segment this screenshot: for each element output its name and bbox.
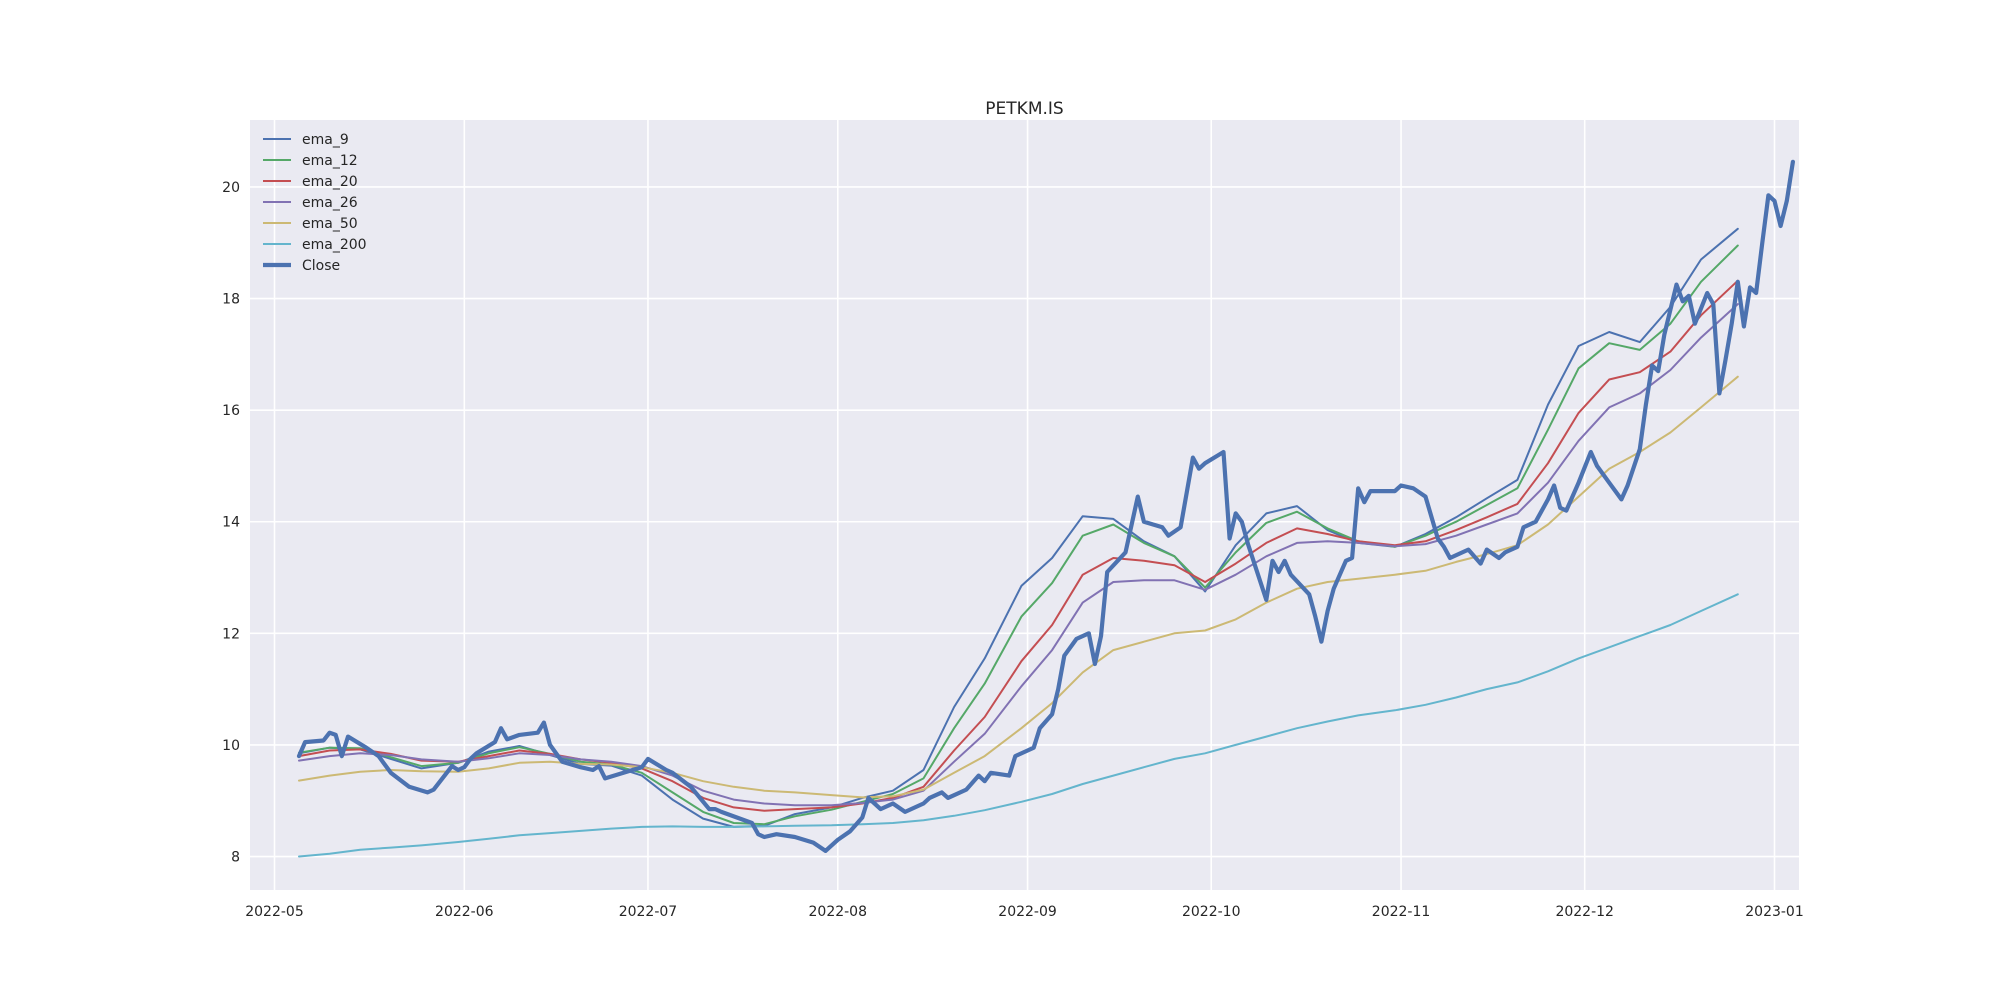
legend-label-ema-20: ema_20 [302,174,358,190]
plot-area [250,120,1799,890]
legend-label-ema-200: ema_200 [302,237,367,253]
legend-label-ema-26: ema_26 [302,195,358,211]
y-tick-label: 12 [222,626,240,642]
x-tick-label: 2022-06 [435,904,494,920]
series-line-ema-50 [298,375,1739,799]
y-tick-label: 20 [222,180,240,196]
x-tick-label: 2022-07 [619,904,678,920]
series-lines [296,159,1795,858]
series-line-ema-200 [298,593,1739,858]
series-line-ema-26 [298,303,1739,807]
legend: ema_9 ema_12 ema_20 ema_26 ema_50 ema_200 Clos… [263,132,367,274]
y-tick-label: 8 [231,850,240,866]
grid [250,120,1799,890]
chart-title: PETKM.IS [985,99,1063,119]
series-line-close [296,159,1795,853]
x-tick-label: 2022-08 [809,904,868,920]
legend-label-ema-9: ema_9 [302,132,349,148]
x-tick-label: 2022-12 [1555,904,1614,920]
y-tick-label: 14 [222,515,240,531]
x-tick-label: 2022-11 [1372,904,1431,920]
y-tick-label: 16 [222,403,240,419]
legend-label-ema-50: ema_50 [302,216,358,232]
x-tick-label: 2022-05 [245,904,304,920]
legend-label-ema-12: ema_12 [302,153,358,169]
series-line-ema-12 [298,244,1739,826]
legend-label-close: Close [302,258,340,274]
series-line-ema-20 [298,279,1739,812]
x-tick-label: 2022-09 [998,904,1057,920]
x-axis: 2022-05 2022-06 2022-07 2022-08 2022-09 2022-… [245,904,1804,920]
y-axis: 8 10 12 14 16 18 20 [222,180,240,866]
y-tick-label: 10 [222,738,240,754]
x-tick-label: 2022-10 [1182,904,1241,920]
y-tick-label: 18 [222,292,240,308]
x-tick-label: 2023-01 [1745,904,1804,920]
